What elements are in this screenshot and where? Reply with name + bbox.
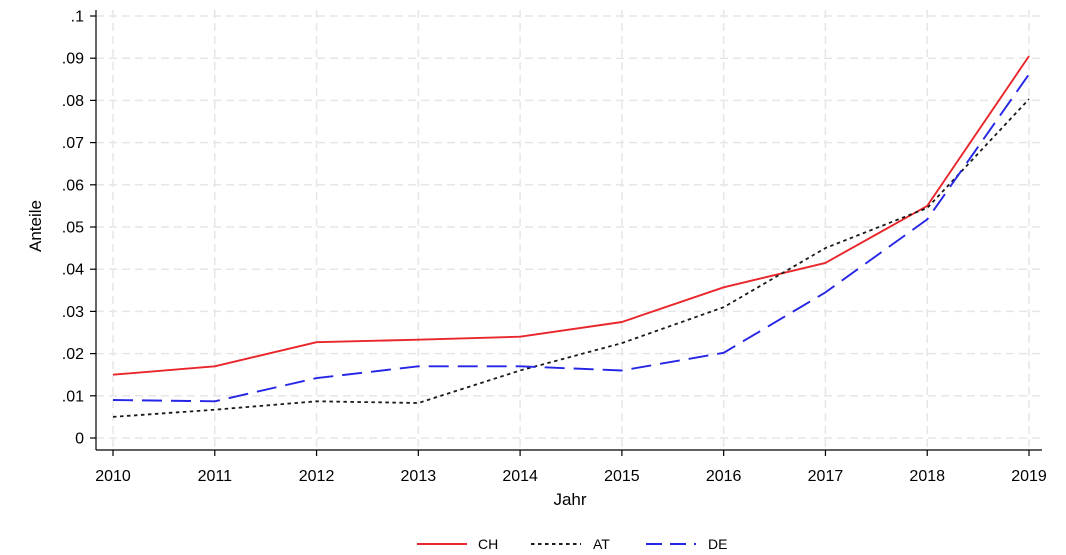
y-tick-label: 0 [75,431,84,448]
x-tick-label: 2015 [604,468,640,485]
y-ticks: 0 .01 .02 .03 .04 .05 .06 .07 .08 .09 .1 [62,9,96,448]
x-axis-title: Jahr [553,490,586,509]
y-tick-label: .08 [62,93,84,110]
x-tick-label: 2017 [808,468,844,485]
y-tick-label: .07 [62,135,84,152]
x-tick-label: 2018 [909,468,945,485]
x-tick-label: 2010 [95,468,131,485]
y-tick-label: .09 [62,51,84,68]
series-line-de [112,73,1030,403]
x-ticks: 2010 2011 2012 2013 2014 2015 2016 2017 2018 2019 [95,450,1047,485]
series-line-ch [112,55,1030,376]
legend-label: AT [593,536,610,552]
legend: CH AT DE [417,536,727,552]
x-tick-label: 2012 [299,468,335,485]
y-tick-label: .04 [62,262,84,279]
y-tick-label: .1 [71,9,84,26]
y-tick-label: .02 [62,346,84,363]
y-tick-label: .01 [62,388,84,405]
series-line-at [112,98,1030,418]
legend-label: CH [478,536,498,552]
y-tick-label: .05 [62,220,84,237]
y-axis-title: Anteile [26,200,45,252]
y-tick-label: .03 [62,304,84,321]
x-tick-label: 2016 [706,468,742,485]
axes [95,10,1042,451]
legend-label: DE [708,536,727,552]
series-lines [112,55,1030,418]
x-tick-label: 2014 [502,468,538,485]
x-tick-label: 2013 [401,468,437,485]
y-tick-label: .06 [62,177,84,194]
x-tick-label: 2011 [198,468,233,485]
x-tick-label: 2019 [1011,468,1047,485]
grid-lines [96,10,1042,450]
